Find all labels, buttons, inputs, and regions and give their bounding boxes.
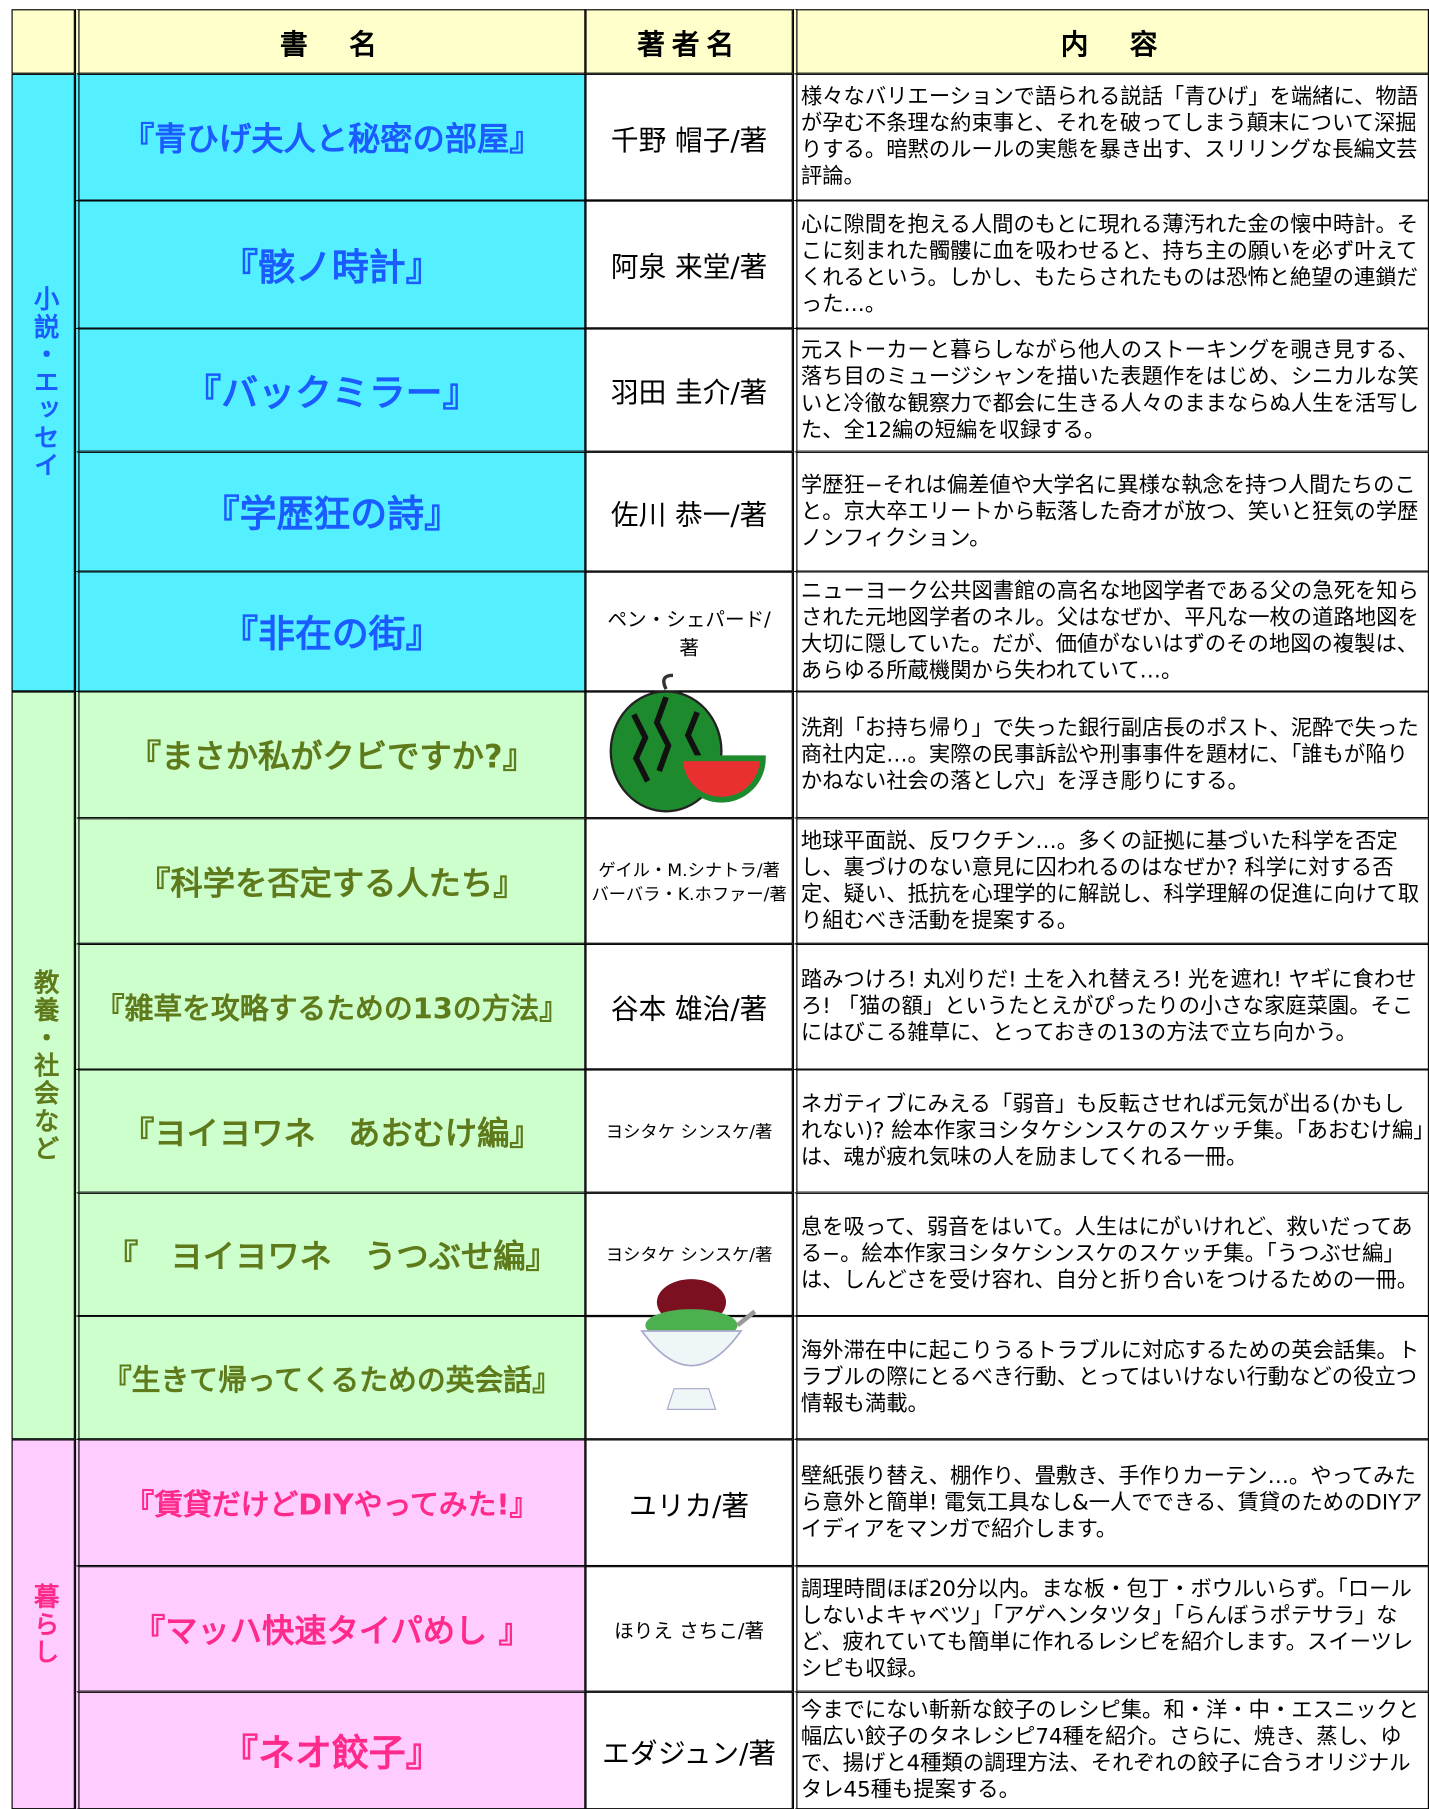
author: ヨシタケ シンスケ/著 [605,1121,773,1143]
book-description: 海外滞在中に起こりうるトラブルに対応するための英会話集。トラブルの際にとるべき行… [792,1316,1429,1440]
author: 阿泉 来堂/著 [610,251,768,284]
author: ユリカ/著 [629,1489,750,1522]
shaved-ice-illustration [640,1279,757,1410]
book-description: 心に隙間を抱える人間のもとに現れる薄汚れた金の懐中時計。そこに刻まれた髑髏に血を… [792,200,1429,329]
author: 佐川 恭一/著 [610,498,768,531]
book-title: 『非在の街』 [74,571,586,692]
book-title: 『ネオ餃子』 [74,1691,586,1809]
author-cell: 羽田 圭介/著 [585,328,793,452]
author-cell: ほりえ さちこ/著 [585,1566,793,1692]
book-description: 元ストーカーと暮らしながら他人のストーキングを覗き見する、落ち目のミュージシャン… [792,328,1429,452]
author-cell: 谷本 雄治/著 [585,943,793,1070]
book-title: 『マッハ快速タイパめし 』 [74,1566,586,1692]
header-title: 書 名 [74,9,586,74]
book-title: 『 ヨイヨワネ うつぶせ編』 [74,1192,586,1317]
author: エダジュン/著 [602,1737,777,1770]
author: ペン・シェパード/著 [607,608,771,661]
author-cell: ヨシタケ シンスケ/著 [585,1069,793,1193]
book-title: 『科学を否定する人たち』 [74,818,586,944]
author: ほりえ さちこ/著 [614,1620,765,1644]
book-description: 洗剤「お持ち帰り」で失った銀行副店長のポスト、泥酔で失った商社内定…。実際の民事… [792,691,1429,819]
author-cell [585,691,793,819]
author: バーバラ・K.ホファー/著 [591,883,787,905]
book-title: 『青ひげ夫人と秘密の部屋』 [74,73,586,201]
author: 千野 帽子/著 [610,123,768,157]
category-label: 教養・社会など [11,691,75,1440]
book-description: 地球平面説、反ワクチン…。多くの証拠に基づいた科学を否定し、裏づけのない意見に囚… [792,818,1429,944]
category-label: 小説・エッセイ [11,73,75,692]
author: 羽田 圭介/著 [610,376,768,410]
watermelon-illustration [609,673,766,813]
author-cell: ユリカ/著 [585,1439,793,1567]
book-title: 『雑草を攻略するための13の方法』 [74,943,586,1070]
header-blank [11,9,75,74]
book-description: 踏みつけろ! 丸刈りだ! 土を入れ替えろ! 光を遮れ! ヤギに食わせろ! 「猫の… [792,943,1429,1070]
book-description: 調理時間ほぼ20分以内。まな板・包丁・ボウルいらず。「ロールしないよキャベツ」「… [792,1566,1429,1692]
author-cell: ペン・シェパード/著 [585,571,793,692]
header-author: 著者名 [585,9,793,74]
author-cell: エダジュン/著 [585,1691,793,1809]
book-description: ネガティブにみえる「弱音」も反転させれば元気が出る(かもしれない)? 絵本作家ヨ… [792,1069,1429,1193]
author-cell: 阿泉 来堂/著 [585,200,793,329]
book-title: 『ヨイヨワネ あおむけ編』 [74,1069,586,1193]
book-description: 息を吸って、弱音をはいて。人生はにがいけれど、救いだってある−。絵本作家ヨシタケ… [792,1192,1429,1317]
book-description: ニューヨーク公共図書館の高名な地図学者である父の急死を知らされた元地図学者のネル… [792,571,1429,692]
author: ヨシタケ シンスケ/著 [605,1244,773,1266]
category-label: 暮らし [11,1439,75,1809]
author: ゲイル・M.シナトラ/著 [598,859,780,880]
book-description: 学歴狂−それは偏差値や大学名に異様な執念を持つ人間たちのこと。京大卒エリートから… [792,451,1429,572]
book-title: 『学歴狂の詩』 [74,451,586,572]
book-description: 壁紙張り替え、棚作り、畳敷き、手作りカーテン…。やってみたら意外と簡単! 電気工… [792,1439,1429,1567]
book-title: 『まさか私がクビですか?』 [74,691,586,819]
book-title: 『賃貸だけどDIYやってみた!』 [74,1439,586,1567]
book-description: 様々なバリエーションで語られる説話「青ひげ」を端緒に、物語が孕む不条理な約束事と… [792,73,1429,201]
book-title: 『生きて帰ってくるための英会話』 [74,1316,586,1440]
author-cell: ゲイル・M.シナトラ/著 バーバラ・K.ホファー/著 [585,818,793,944]
book-description: 今までにない斬新な餃子のレシピ集。和・洋・中・エスニックと幅広い餃子のタネレシピ… [792,1691,1429,1809]
book-title: 『骸ノ時計』 [74,200,586,329]
author: 谷本 雄治/著 [610,993,768,1026]
author-cell: 佐川 恭一/著 [585,451,793,572]
author-cell: 千野 帽子/著 [585,73,793,201]
header-content: 内 容 [792,9,1429,74]
book-title: 『バックミラー』 [74,328,586,452]
